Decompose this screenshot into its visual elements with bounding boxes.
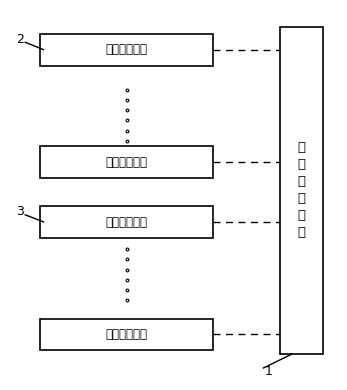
Bar — [40, 146, 213, 178]
Text: 1: 1 — [264, 365, 272, 378]
Bar — [40, 34, 213, 66]
Bar — [280, 27, 323, 354]
Text: 3: 3 — [16, 206, 24, 218]
Text: 配电监控终端: 配电监控终端 — [106, 43, 148, 57]
Text: 电
网
监
控
中
心: 电 网 监 控 中 心 — [298, 141, 306, 239]
Text: 2: 2 — [16, 33, 24, 46]
Bar — [40, 319, 213, 350]
Text: 智能控制终端: 智能控制终端 — [106, 328, 148, 341]
Bar — [40, 206, 213, 238]
Text: 配电监控终端: 配电监控终端 — [106, 156, 148, 169]
Text: 智能控制终端: 智能控制终端 — [106, 216, 148, 229]
